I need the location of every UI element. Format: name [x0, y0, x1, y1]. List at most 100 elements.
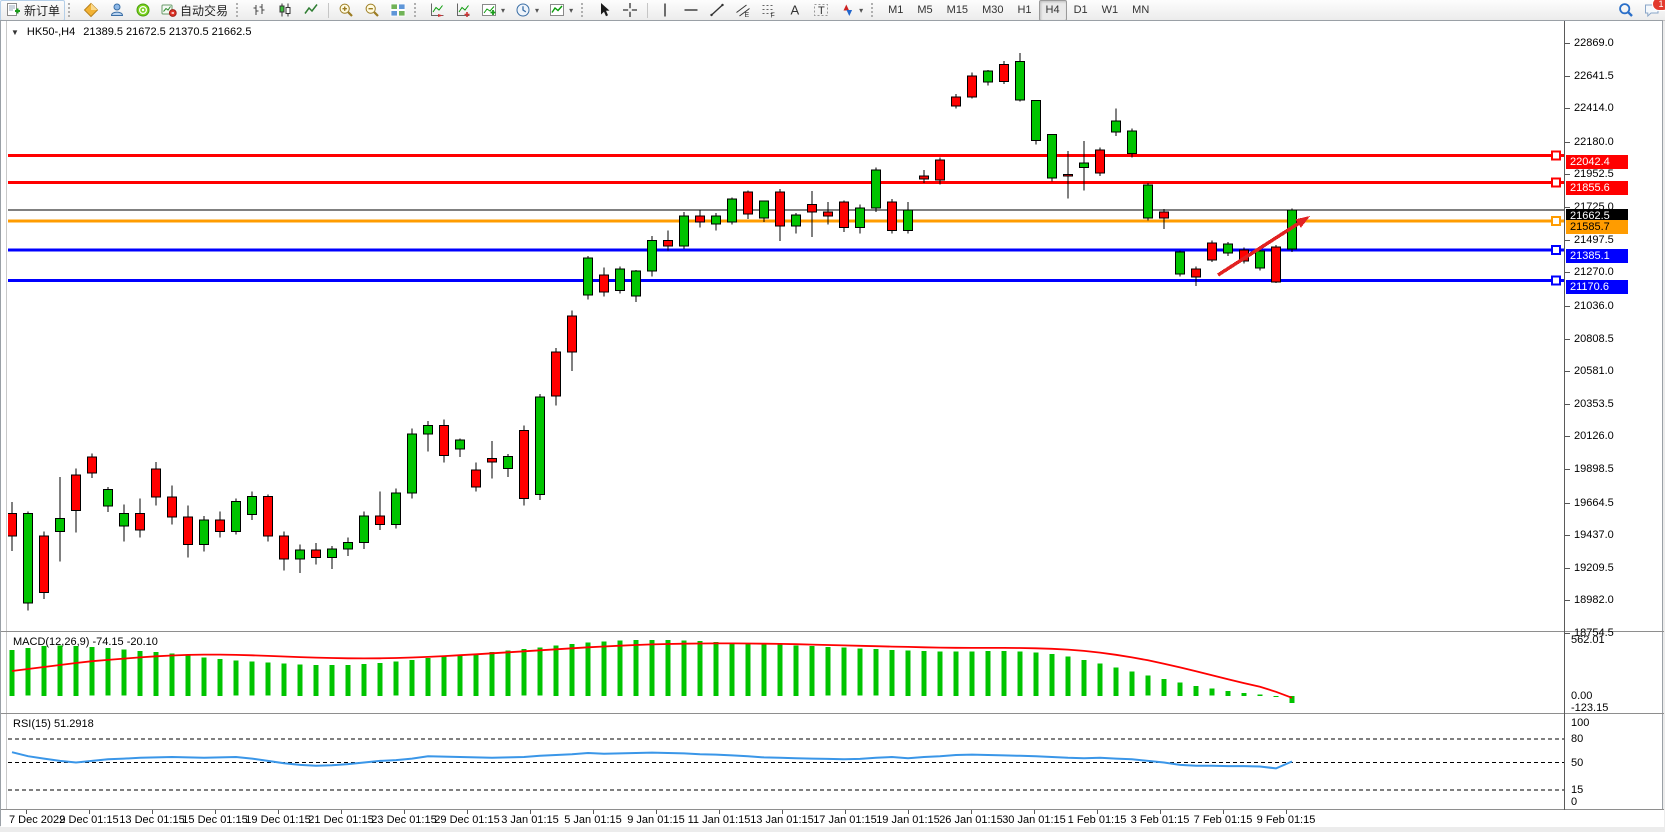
date-tick [404, 810, 405, 814]
one-click-trading-toggle[interactable]: ▼ [11, 27, 19, 37]
dropdown-arrow-icon[interactable]: ▾ [535, 5, 540, 15]
autotrading-button[interactable]: 自动交易 [156, 0, 233, 21]
date-label: 9 Feb 01:15 [1256, 814, 1316, 826]
rsi-axis-label: 15 [1571, 784, 1584, 797]
rsi-axis-label: 100 [1571, 717, 1590, 729]
date-tick [26, 810, 27, 814]
price-tick-label: 22414.0 [1574, 102, 1614, 115]
add-indicator-button[interactable]: ▾ [476, 0, 510, 21]
data-window-button[interactable] [450, 0, 476, 21]
price-level-box-current-price: 21662.5 [1566, 209, 1628, 223]
candlestick-plot[interactable] [7, 21, 1564, 631]
vertical-line-tool-button[interactable] [652, 0, 678, 21]
chat-button[interactable]: 1 [1639, 0, 1665, 21]
price-chart-canvas[interactable] [7, 21, 1564, 636]
price-tick-label: 20353.5 [1574, 397, 1614, 410]
date-tick [782, 810, 783, 814]
timeframe-button-m1[interactable]: M1 [888, 4, 904, 16]
zoom-out-button[interactable] [359, 0, 385, 21]
timeframe-button-h4[interactable]: H4 [1038, 0, 1067, 21]
chart-template-button[interactable]: ▾ [544, 0, 578, 21]
timeframe-button-h1[interactable]: H1 [1017, 4, 1032, 16]
cursor-icon [596, 2, 612, 18]
level-marker [1551, 150, 1561, 161]
bar-chart-mode-button[interactable] [246, 0, 272, 21]
level-marker [1551, 275, 1561, 286]
trendline-tool-button[interactable] [704, 0, 730, 21]
fibonacci-tool-button[interactable]: F [756, 0, 782, 21]
new-order-button[interactable]: 新订单 [0, 0, 66, 21]
price-tick [1565, 436, 1570, 438]
date-tick [467, 810, 468, 814]
date-axis[interactable]: 7 Dec 2022 9 Dec 01:15 13 Dec 01:15 15 Dec … [1, 810, 1664, 827]
market-button[interactable] [78, 0, 104, 21]
timeframe-button-m5[interactable]: M5 [917, 4, 933, 16]
cursor-tool-button[interactable] [591, 0, 617, 21]
price-tick [1565, 371, 1570, 373]
price-level-box-support-2: 21170.6 [1566, 279, 1628, 294]
price-tick-label: 21270.0 [1574, 266, 1614, 279]
tile-windows-button[interactable] [385, 0, 411, 21]
toolbar-grip[interactable] [581, 3, 588, 17]
panel-separator-macd[interactable] [1, 631, 1664, 632]
price-tick [1565, 403, 1570, 405]
rsi-plot[interactable] [8, 716, 1564, 808]
macd-plot[interactable] [8, 634, 1564, 712]
rsi-panel-canvas[interactable] [8, 716, 1564, 813]
indicator-list-button[interactable] [424, 0, 450, 21]
zoom-in-button[interactable] [333, 0, 359, 21]
text-label-tool-button[interactable]: T [808, 0, 834, 21]
text-label-icon: T [813, 2, 829, 18]
toolbar-grip[interactable] [871, 3, 878, 17]
date-label: 21 Dec 01:15 [308, 814, 374, 826]
period-selector-button[interactable]: ▾ [510, 0, 544, 21]
date-tick [719, 810, 720, 814]
level-marker [1551, 177, 1561, 188]
price-tick-label: 22180.0 [1574, 135, 1614, 148]
signals-button[interactable] [130, 0, 156, 21]
price-tick [1565, 108, 1570, 110]
main-toolbar: 新订单 自动交易 ▾ ▾ ▾ E F A T ▾ M1 M5 M15 M30 H1 H4 D1 W1 MN 1 [0, 0, 1665, 21]
date-label: 9 Dec 01:15 [59, 814, 119, 826]
price-tick-label: 19437.0 [1574, 529, 1614, 542]
date-tick [1223, 810, 1224, 814]
macd-axis-label: -123.15 [1571, 702, 1609, 714]
channel-tool-button[interactable]: E [730, 0, 756, 21]
date-tick [908, 810, 909, 814]
candle-chart-mode-button[interactable] [272, 0, 298, 21]
line-chart-mode-button[interactable] [298, 0, 324, 21]
toolbar-grip[interactable] [414, 3, 421, 17]
timeframe-button-mn[interactable]: MN [1132, 4, 1150, 16]
date-label: 15 Dec 01:15 [182, 814, 248, 826]
timeframe-button-d1[interactable]: D1 [1073, 4, 1088, 16]
text-tool-button[interactable]: A [782, 0, 808, 21]
dropdown-arrow-icon[interactable]: ▾ [859, 5, 864, 15]
toolbar-grip[interactable] [236, 3, 243, 17]
date-tick [1286, 810, 1287, 814]
expert-advisors-button[interactable] [104, 0, 130, 21]
dropdown-arrow-icon[interactable]: ▾ [569, 5, 574, 15]
rsi-line [11, 751, 1293, 770]
horizontal-line-tool-button[interactable] [678, 0, 704, 21]
notification-badge: 1 [1652, 0, 1665, 11]
date-tick [1097, 810, 1098, 814]
arrow-objects-button[interactable]: ▾ [834, 0, 868, 21]
timeframe-button-m30[interactable]: M30 [982, 4, 1004, 16]
date-tick [656, 810, 657, 814]
panel-separator-rsi[interactable] [1, 713, 1664, 714]
date-tick [845, 810, 846, 814]
price-tick [1565, 272, 1570, 274]
toolbar-grip[interactable] [68, 3, 75, 17]
price-axis-line [1564, 21, 1565, 810]
timeframe-button-w1[interactable]: W1 [1101, 4, 1119, 16]
dropdown-arrow-icon[interactable]: ▾ [501, 5, 506, 15]
search-button[interactable] [1613, 0, 1639, 21]
add-indicator-icon [481, 2, 497, 18]
crosshair-tool-button[interactable] [617, 0, 643, 21]
macd-panel-canvas[interactable] [8, 634, 1564, 717]
timeframe-button-m15[interactable]: M15 [946, 4, 969, 16]
signals-globe-icon [135, 2, 151, 18]
price-tick-label: 20581.0 [1574, 365, 1614, 378]
crosshair-icon [622, 2, 638, 18]
date-tick [1034, 810, 1035, 814]
